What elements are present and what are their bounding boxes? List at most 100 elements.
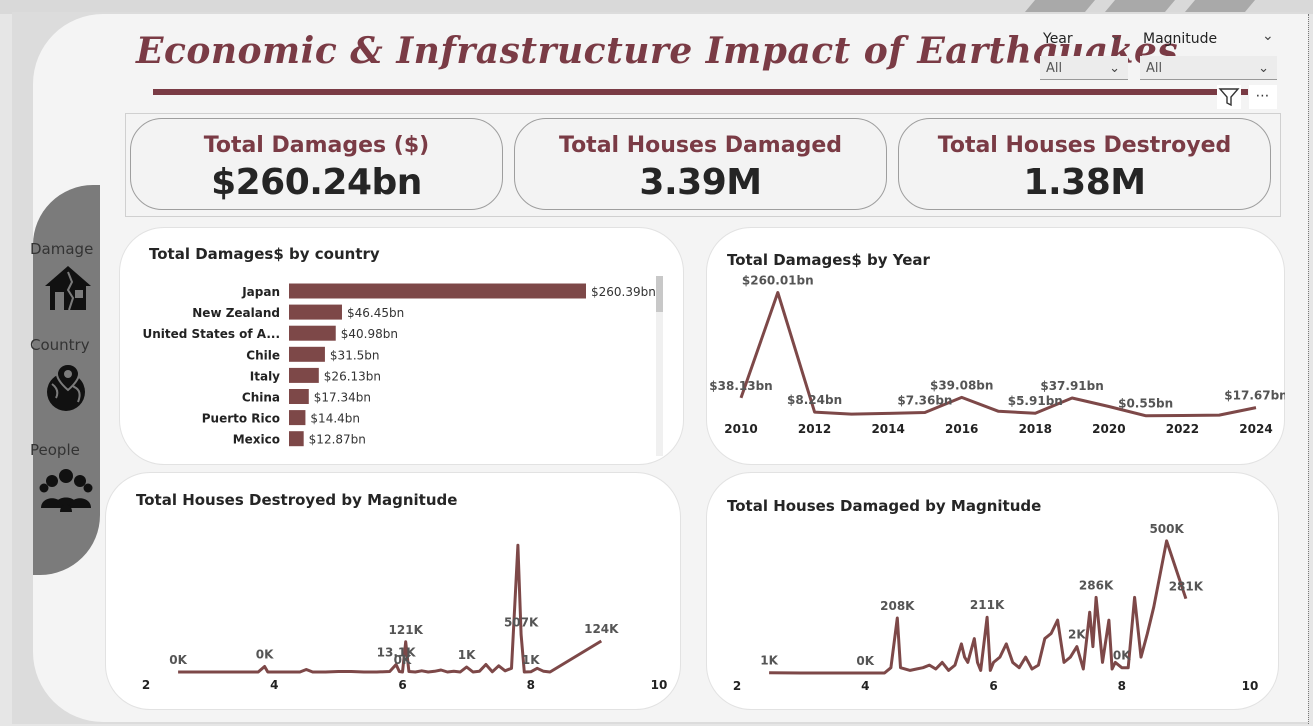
more-options-button[interactable]: ⋯ — [1249, 85, 1277, 109]
chart-title: Total Houses Damaged by Magnitude — [727, 497, 1042, 515]
point-data-label: $0.55bn — [1118, 397, 1173, 411]
line-chart-houses-damaged: 2 4 6 8 10 1K 0K 208K 211K 2K 286K 0K 500K 281K — [733, 522, 1259, 693]
point-data-label: 13.1K — [377, 646, 417, 660]
nav-label-country[interactable]: Country — [30, 336, 90, 354]
x-tick-label: 2018 — [1019, 422, 1052, 436]
bar-data-label: $17.34bn — [314, 391, 371, 405]
page-title: Economic & Infrastructure Impact of Eart… — [136, 30, 1179, 72]
chevron-down-icon[interactable]: ⌄ — [1110, 28, 1122, 44]
globe-pin-icon[interactable] — [42, 362, 94, 414]
chevron-down-icon[interactable]: ⌄ — [1262, 28, 1274, 44]
chevron-down-icon: ⌄ — [1109, 61, 1120, 76]
x-tick-label: 2016 — [945, 422, 978, 436]
kpi-card-houses-destroyed: Total Houses Destroyed 1.38M — [898, 118, 1271, 210]
point-data-label: 1K — [760, 654, 778, 668]
chart-title: Total Houses Destroyed by Magnitude — [136, 491, 458, 509]
point-data-label: 1K — [458, 648, 476, 662]
series-line — [739, 291, 1257, 418]
point-data-label: 0K — [256, 648, 274, 662]
point-data-label: $260.01bn — [742, 273, 814, 287]
point-data-label: 124K — [584, 622, 619, 636]
kpi-card-total-damages: Total Damages ($) $260.24bn — [130, 118, 503, 210]
bar-data-label: $40.98bn — [341, 327, 398, 341]
house-damage-icon[interactable] — [42, 262, 94, 314]
decor-stripe — [1104, 0, 1176, 12]
top-strip — [0, 0, 1313, 14]
chevron-down-icon: ⌄ — [1258, 61, 1269, 76]
x-tick-label: 2020 — [1092, 422, 1125, 436]
x-tick-label: 2 — [733, 679, 741, 693]
kpi-title: Total Damages ($) — [203, 133, 430, 158]
year-dropdown[interactable]: All ⌄ — [1040, 56, 1128, 80]
kpi-value: 1.38M — [1023, 162, 1146, 203]
series-line — [769, 539, 1188, 675]
x-tick-label: 6 — [989, 679, 997, 693]
point-data-label: $37.91bn — [1040, 379, 1103, 393]
nav-label-damage[interactable]: Damage — [30, 240, 94, 258]
decor-stripe — [1024, 0, 1096, 12]
bar-category-label: Chile — [246, 348, 280, 362]
bar-data-label: $31.5bn — [330, 348, 380, 362]
bar-data-label: $260.39bn — [591, 285, 656, 299]
chart-title: Total Damages$ by country — [149, 245, 380, 263]
x-tick-label: 10 — [651, 678, 668, 692]
magnitude-dropdown-value: All — [1146, 61, 1163, 76]
kpi-value: 3.39M — [639, 162, 762, 203]
point-data-label: $8.24bn — [787, 393, 842, 407]
point-data-label: 500K — [1149, 522, 1184, 536]
chart-card-damages-by-country — [119, 227, 684, 465]
kpi-card-houses-damaged: Total Houses Damaged 3.39M — [514, 118, 887, 210]
slicer-label-year: Year — [1043, 31, 1073, 47]
point-data-label: $5.91bn — [1008, 394, 1063, 408]
filter-icon[interactable] — [1217, 85, 1241, 109]
chart-title: Total Damages$ by Year — [727, 251, 930, 269]
point-data-label: 0K — [856, 654, 874, 668]
bar — [289, 389, 309, 404]
bar-category-label: New Zealand — [192, 306, 280, 320]
point-data-label: 286K — [1079, 578, 1114, 592]
decor-stripe — [1184, 0, 1256, 12]
bar-category-label: China — [242, 391, 280, 405]
title-underline — [153, 89, 1248, 95]
bar — [289, 283, 586, 299]
bar-data-label: $26.13bn — [324, 369, 381, 383]
point-data-label: 0K — [394, 653, 412, 667]
x-tick-label: 6 — [398, 678, 406, 692]
bar-category-label: Italy — [250, 369, 280, 383]
point-data-label: 208K — [880, 599, 915, 613]
slicer-label-magnitude: Magnitude — [1143, 31, 1218, 47]
people-group-icon[interactable] — [38, 464, 94, 516]
nav-label-people[interactable]: People — [30, 441, 80, 459]
point-data-label: 1K — [522, 653, 540, 667]
bar-data-label: $46.45bn — [347, 306, 404, 320]
point-data-label: 0K — [1113, 649, 1131, 663]
bar — [289, 325, 336, 341]
x-tick-label: 2024 — [1239, 422, 1272, 436]
point-data-label: $7.36bn — [897, 394, 952, 408]
bar-data-label: $12.87bn — [309, 433, 366, 447]
x-tick-label: 8 — [1118, 679, 1126, 693]
line-chart-damages-by-year: 2010 2012 2014 2016 2018 2020 2022 2024 $38.13bn… — [709, 273, 1285, 436]
point-data-label: $39.08bn — [930, 378, 993, 392]
x-tick-label: 2 — [142, 678, 150, 692]
kpi-value: $260.24bn — [211, 162, 422, 203]
bar — [289, 346, 325, 362]
point-data-label: $38.13bn — [709, 379, 772, 393]
year-dropdown-value: All — [1046, 61, 1063, 76]
point-data-label: 121K — [389, 623, 424, 637]
kpi-title: Total Houses Destroyed — [937, 133, 1232, 158]
bar — [289, 304, 342, 320]
series-line — [178, 543, 603, 674]
x-tick-label: 4 — [861, 679, 869, 693]
magnitude-dropdown[interactable]: All ⌄ — [1140, 56, 1277, 80]
scrollbar-thumb — [656, 276, 663, 312]
bar-category-label: Mexico — [233, 433, 280, 447]
point-data-label: 211K — [970, 598, 1005, 612]
x-tick-label: 2014 — [871, 422, 904, 436]
chart-card-damages-by-year — [706, 227, 1285, 465]
scrollbar-track — [656, 276, 663, 456]
bar-category-label: United States of A... — [142, 327, 280, 341]
x-tick-label: 2012 — [798, 422, 831, 436]
point-data-label: $17.67bn — [1224, 389, 1285, 403]
bar-category-label: Puerto Rico — [202, 412, 280, 426]
